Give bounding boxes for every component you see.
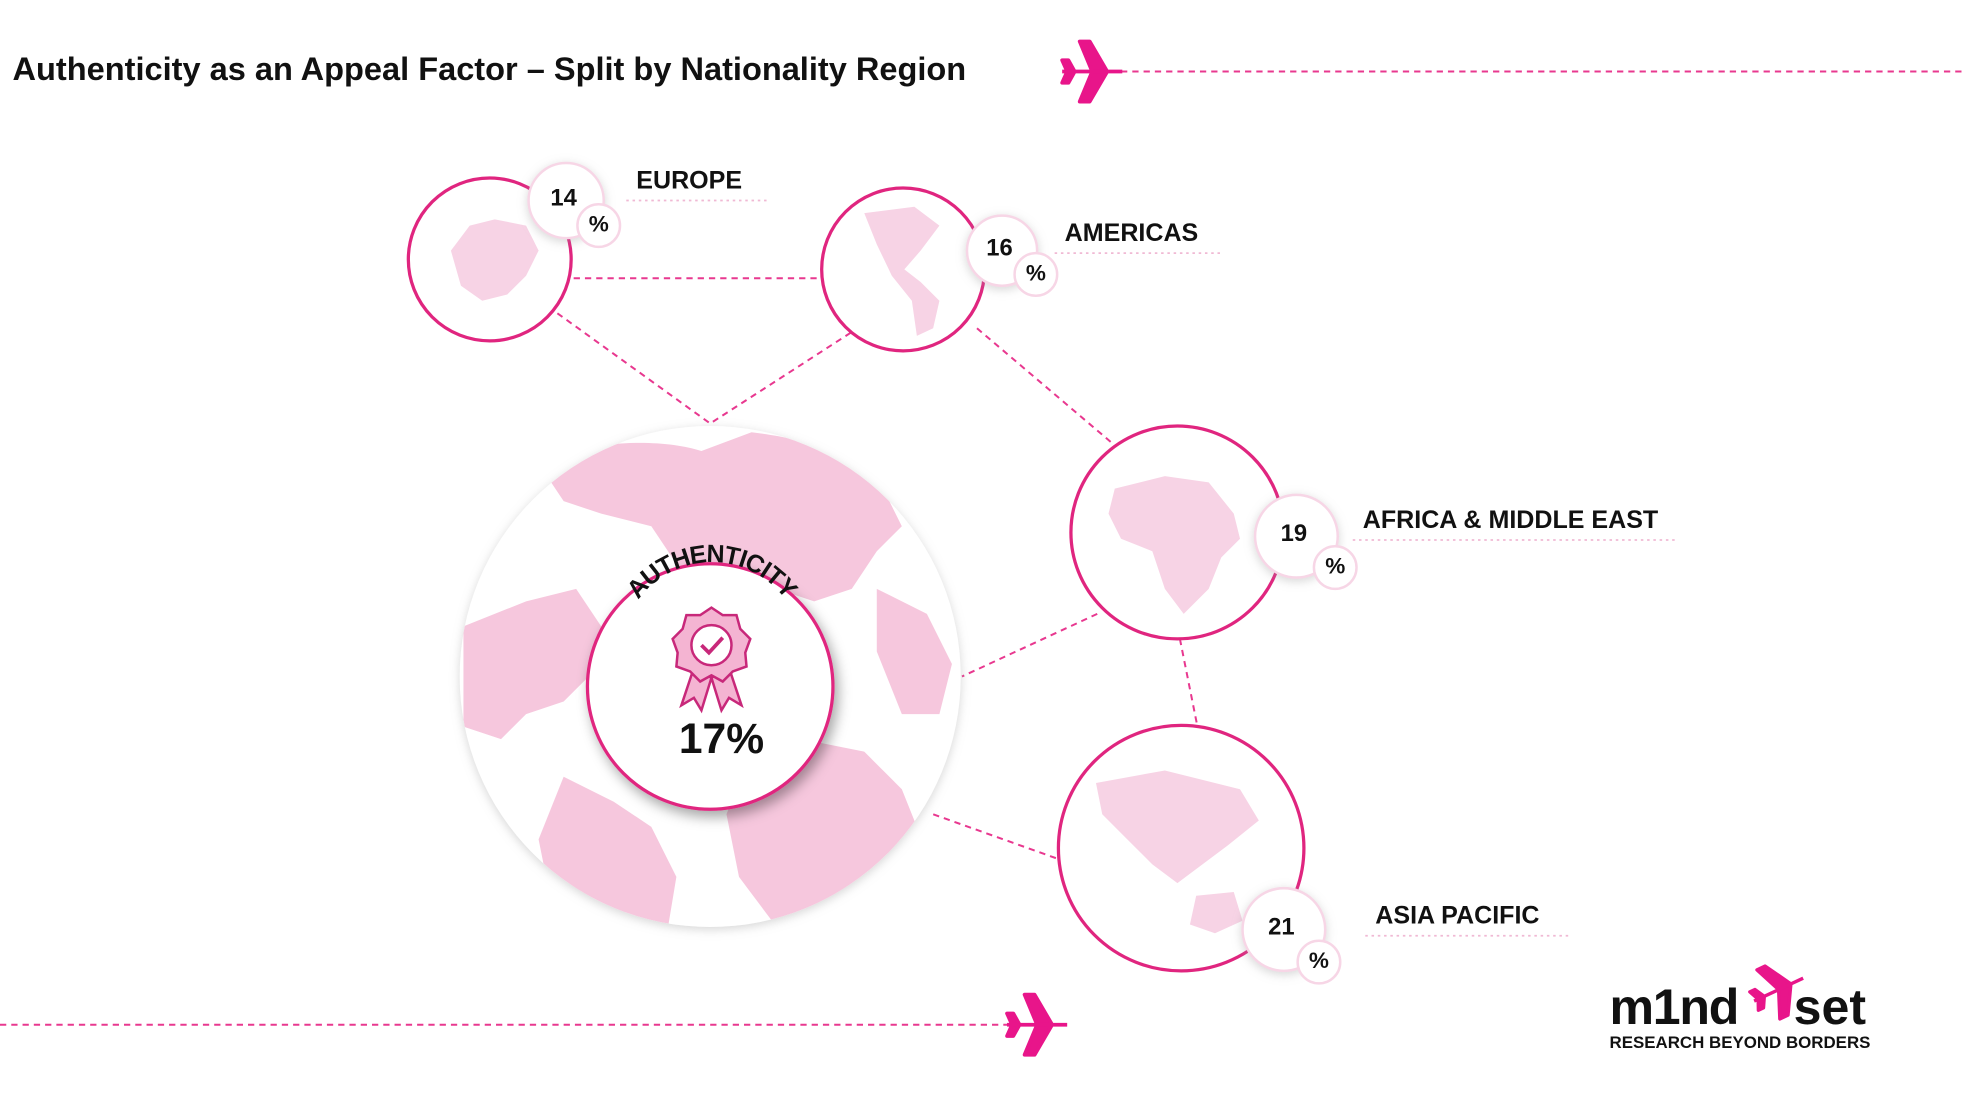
regions: 14% EUROPE 16% AMERICAS 19% AFRICA & MIDDLE E…	[406, 161, 1679, 985]
region-name: AMERICAS	[1065, 219, 1199, 247]
logo-word: set	[1794, 979, 1867, 1035]
globe: AUTHENTICITY 17%	[459, 425, 961, 928]
region-map	[1108, 476, 1241, 614]
region-value: 16	[986, 235, 1012, 262]
unit-badge	[1312, 544, 1358, 591]
region-unit: %	[1026, 260, 1046, 285]
region-value: 21	[1268, 914, 1294, 941]
connectors	[556, 277, 1200, 860]
region-value: 19	[1281, 520, 1307, 547]
region-map	[1095, 770, 1259, 934]
plane-icon	[1005, 992, 1070, 1057]
plane-icon	[1060, 39, 1125, 104]
region-unit: %	[1309, 948, 1329, 973]
logo-word: m1nd	[1610, 979, 1739, 1035]
region-unit: %	[1325, 553, 1345, 578]
region-value: 14	[550, 185, 577, 212]
unit-badge	[576, 203, 622, 249]
region-name: EUROPE	[636, 166, 742, 194]
unit-badge	[1296, 939, 1342, 985]
unit-badge	[1013, 251, 1059, 297]
region-unit: %	[589, 212, 609, 237]
logo-tagline: RESEARCH BEYOND BORDERS	[1610, 1033, 1871, 1052]
region-map	[864, 206, 940, 336]
center-value: 17%	[679, 715, 764, 763]
rosette-icon	[671, 606, 752, 714]
region-name: AFRICA & MIDDLE EAST	[1363, 506, 1659, 534]
logo: m1nd set RESEARCH BEYOND BORDERS	[1610, 952, 1871, 1052]
region-map	[450, 219, 539, 301]
title: Authenticity as an Appeal Factor – Split…	[13, 51, 967, 87]
region-name: ASIA PACIFIC	[1375, 902, 1539, 930]
